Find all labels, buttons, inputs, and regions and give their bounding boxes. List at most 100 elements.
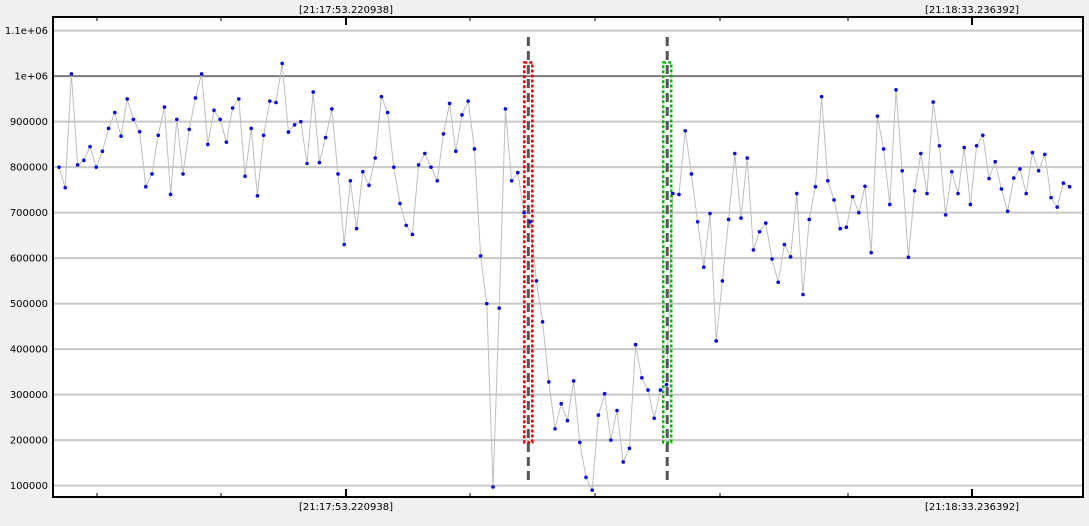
data-point [472, 147, 477, 151]
data-point [974, 143, 979, 148]
series-line [58, 63, 1070, 493]
data-point [82, 158, 86, 163]
data-point [1024, 191, 1028, 196]
data-point [199, 72, 204, 76]
data-point [888, 202, 892, 207]
data-point [912, 189, 917, 193]
data-point [602, 391, 607, 396]
data-point [441, 132, 446, 136]
data-point [788, 254, 793, 259]
data-point [956, 191, 960, 196]
data-point [999, 187, 1004, 191]
data-point [739, 216, 743, 220]
data-point [218, 117, 222, 122]
data-point [633, 342, 638, 347]
data-point [423, 151, 427, 156]
data-point [950, 169, 954, 174]
data-point [354, 226, 359, 231]
red-marker[interactable] [523, 61, 534, 444]
top-time-label: [21:18:33.236392] [925, 5, 1019, 16]
data-point [906, 255, 911, 260]
data-point [708, 211, 712, 216]
data-point [671, 191, 675, 196]
data-point [962, 145, 966, 150]
data-point [547, 380, 551, 384]
data-point [404, 223, 409, 228]
data-point [764, 221, 768, 225]
data-point [919, 151, 923, 156]
data-point [770, 257, 774, 261]
data-point [274, 100, 278, 105]
data-point [280, 61, 285, 66]
data-point [1067, 184, 1072, 189]
data-point [596, 413, 601, 417]
y-tick-label: 100000 [10, 481, 48, 492]
data-point [392, 165, 396, 169]
data-point [249, 126, 253, 131]
y-tick-label: 500000 [10, 299, 48, 310]
data-point [255, 194, 260, 198]
data-point [726, 217, 731, 222]
data-point [212, 108, 216, 113]
data-point [125, 97, 129, 101]
plot-frame [52, 16, 1084, 498]
data-point [379, 94, 384, 99]
data-point [640, 375, 644, 380]
data-point [466, 99, 471, 103]
data-point [1049, 195, 1053, 200]
data-point [968, 202, 973, 207]
data-point [509, 178, 514, 183]
data-point [305, 161, 309, 166]
data-point [695, 219, 700, 224]
data-point [429, 165, 433, 169]
data-point [268, 99, 272, 103]
data-point [646, 388, 650, 392]
data-point [485, 301, 489, 306]
data-point [311, 90, 316, 94]
data-point [894, 87, 898, 92]
data-point [714, 339, 718, 343]
data-point [987, 176, 991, 181]
data-point [609, 438, 613, 442]
data-point [323, 135, 328, 140]
data-point [330, 107, 334, 111]
data-point [181, 172, 185, 176]
data-point [875, 114, 880, 118]
data-point [63, 185, 67, 190]
data-point [156, 133, 160, 138]
data-point [113, 110, 117, 115]
data-point [900, 168, 904, 173]
data-point [299, 119, 303, 124]
data-point [813, 184, 818, 189]
data-point [491, 485, 495, 489]
data-point [193, 96, 198, 100]
data-point [720, 279, 725, 283]
data-point [1030, 150, 1035, 155]
y-tick-label: 200000 [10, 436, 48, 447]
data-point [782, 242, 787, 247]
data-point [621, 460, 625, 464]
data-point [826, 178, 830, 183]
data-point [540, 320, 545, 324]
y-tick-label: 400000 [10, 345, 48, 356]
data-point [342, 242, 347, 247]
data-point [807, 217, 811, 222]
data-point [1036, 168, 1041, 173]
data-point [410, 232, 415, 237]
data-point [94, 165, 98, 169]
data-point [230, 106, 235, 110]
green-marker[interactable] [661, 61, 673, 444]
data-point [590, 488, 594, 492]
data-point [100, 149, 105, 154]
data-point [317, 160, 322, 165]
data-point [683, 128, 687, 133]
data-point [57, 165, 61, 169]
data-point [528, 219, 532, 224]
data-point [168, 192, 173, 197]
data-point [131, 117, 136, 122]
data-point [175, 117, 179, 122]
top-time-label: [21:17:53.220938] [299, 5, 393, 16]
data-point [838, 226, 842, 231]
